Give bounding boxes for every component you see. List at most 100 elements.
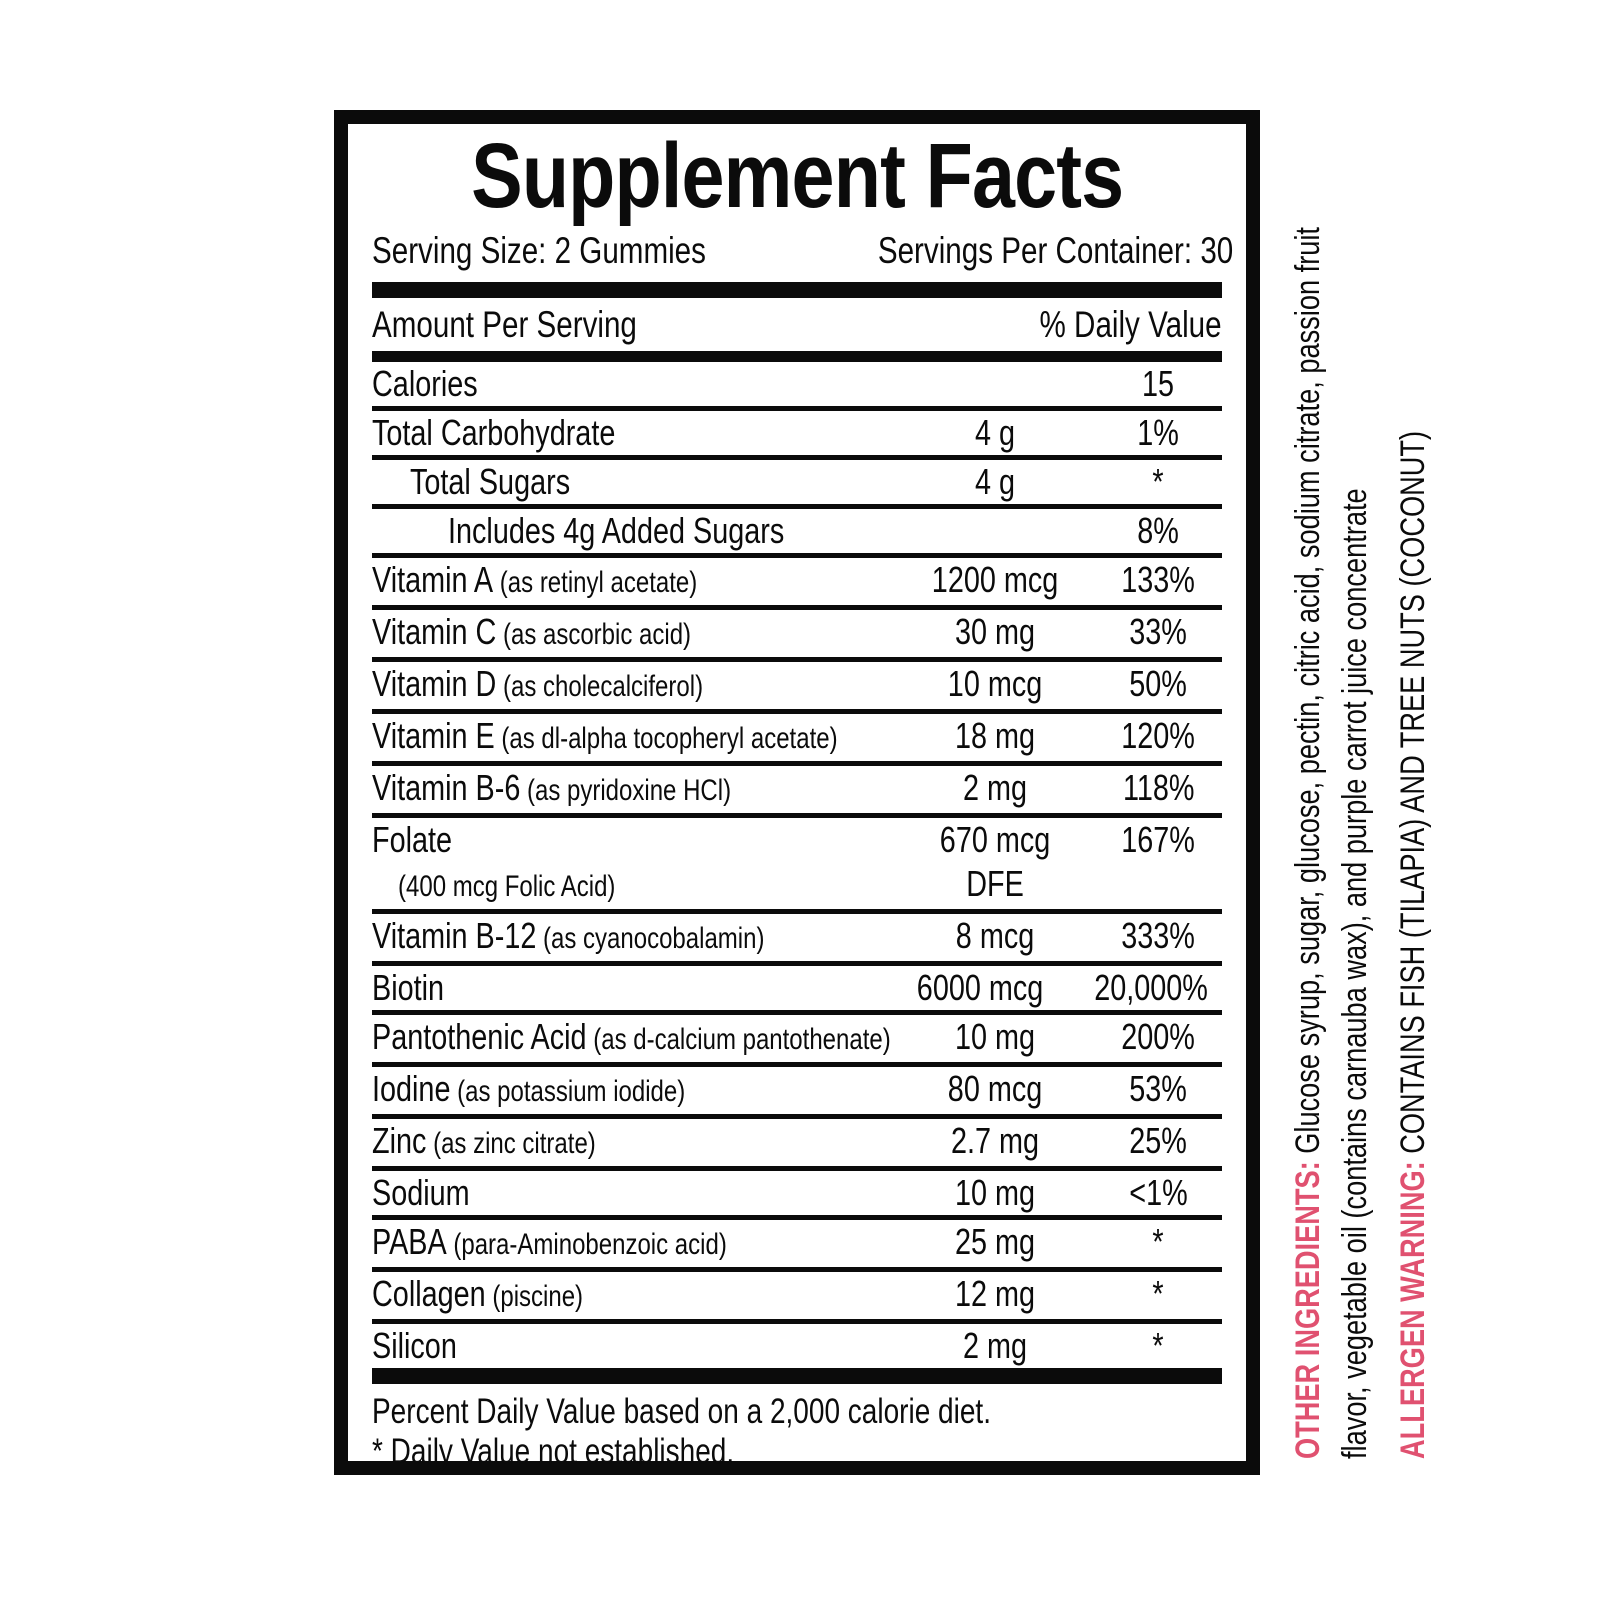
nutrient-name-cell: Silicon [372, 1324, 895, 1368]
nutrient-name: Vitamin C [372, 610, 497, 652]
supplement-facts-panel: Supplement Facts Serving Size: 2 Gummies… [334, 110, 1260, 1475]
nutrient-row: Collagen (piscine) 12 mg * [372, 1266, 1222, 1319]
nutrient-row: Vitamin A (as retinyl acetate) 1200 mcg 13… [372, 552, 1222, 605]
nutrient-row: PABA (para-Aminobenzoic acid) 25 mg * [372, 1214, 1222, 1267]
nutrient-name: Vitamin A [372, 558, 494, 600]
nutrient-dv: 20,000% [1094, 966, 1208, 1008]
allergen-warning-note: ALLERGEN WARNING: CONTAINS FISH (TILAPIA… [1390, 114, 1437, 1459]
other-ingredients-text-2: flavor, vegetable oil (contains carnauba… [1336, 488, 1374, 1459]
daily-value-header: % Daily Value [1039, 303, 1222, 345]
table-header-row: Amount Per Serving % Daily Value [372, 298, 1222, 351]
nutrient-amount-cell: 25 mg [895, 1220, 1095, 1264]
nutrient-row: Includes 4g Added Sugars 8% [372, 503, 1222, 553]
divider-bar-thick [372, 281, 1222, 298]
nutrient-dv-cell: 15 [1095, 362, 1222, 406]
nutrient-dv: 118% [1122, 766, 1195, 808]
nutrient-row: Vitamin C (as ascorbic acid) 30 mg 33% [372, 604, 1222, 657]
nutrient-name: Folate [372, 818, 453, 860]
nutrient-row: Silicon 2 mg * [372, 1318, 1222, 1368]
nutrient-form: (as potassium iodide) [450, 1074, 686, 1108]
nutrient-row: Vitamin B-6 (as pyridoxine HCl) 2 mg 118% [372, 760, 1222, 813]
other-ingredients-note: OTHER INGREDIENTS: Glucose syrup, sugar,… [1285, 114, 1379, 1459]
nutrient-row: Iodine (as potassium iodide) 80 mcg 53% [372, 1061, 1222, 1114]
nutrient-amount: 18 mg [954, 714, 1036, 756]
nutrient-form: (as zinc citrate) [426, 1126, 596, 1160]
nutrient-amount: 1200 mcg [931, 558, 1059, 600]
nutrient-amount: 4 g [974, 411, 1016, 453]
nutrient-dv-cell: 20,000% [1080, 966, 1222, 1010]
nutrient-dv-cell: 120% [1095, 714, 1222, 758]
nutrient-form: (as dl-alpha tocopheryl acetate) [494, 721, 838, 755]
other-ingredients-line-2: flavor, vegetable oil (contains carnauba… [1332, 114, 1379, 1459]
nutrient-dv-cell: * [1095, 1324, 1222, 1368]
amount-per-serving-header: Amount Per Serving [372, 303, 637, 345]
nutrient-dv: 333% [1121, 914, 1196, 956]
nutrient-dv: * [1152, 1324, 1165, 1366]
nutrient-amount: 12 mg [954, 1272, 1036, 1314]
allergen-warning-line: ALLERGEN WARNING: CONTAINS FISH (TILAPIA… [1390, 114, 1437, 1459]
nutrient-row: Pantothenic Acid (as d-calcium pantothen… [372, 1009, 1222, 1062]
nutrient-dv: 50% [1129, 662, 1188, 704]
nutrient-dv: 8% [1137, 509, 1180, 551]
nutrient-row: Calories 15 [372, 362, 1222, 406]
nutrient-amount: 2.7 mg [950, 1119, 1040, 1161]
nutrient-name: Pantothenic Acid [372, 1015, 587, 1057]
nutrient-dv-cell: 167% [1095, 818, 1222, 862]
nutrient-dv-cell: 1% [1095, 411, 1222, 455]
nutrient-amount-cell: 4 g [895, 411, 1095, 455]
nutrient-name: Includes 4g Added Sugars [448, 509, 785, 551]
nutrient-amount-cell: 670 mcg DFE [895, 818, 1095, 906]
nutrient-amount-cell: 80 mcg [895, 1067, 1095, 1111]
nutrient-amount-cell: 1200 mcg [895, 558, 1095, 602]
nutrient-name-cell: Vitamin A (as retinyl acetate) [372, 558, 895, 605]
nutrient-dv: <1% [1129, 1171, 1188, 1213]
nutrient-row: Biotin 6000 mcg 20,000% [372, 960, 1222, 1010]
nutrient-dv-cell: 333% [1095, 914, 1222, 958]
nutrient-amount-cell: 30 mg [895, 610, 1095, 654]
nutrient-dv: 133% [1121, 558, 1196, 600]
nutrient-row: Vitamin E (as dl-alpha tocopheryl acetat… [372, 708, 1222, 761]
nutrient-name: Sodium [372, 1171, 470, 1213]
nutrient-dv-cell: <1% [1095, 1171, 1222, 1215]
nutrient-name-cell: Total Carbohydrate [372, 411, 895, 455]
nutrient-form: (as pyridoxine HCl) [520, 773, 732, 807]
nutrient-amount-cell: 10 mg [895, 1015, 1095, 1059]
nutrient-dv: 200% [1121, 1015, 1196, 1057]
nutrient-name: Vitamin E [372, 714, 495, 756]
nutrient-dv-cell: * [1095, 460, 1222, 504]
nutrient-row: Total Carbohydrate 4 g 1% [372, 405, 1222, 455]
other-ingredients-label: OTHER INGREDIENTS: [1289, 1161, 1327, 1459]
nutrient-dv: 1% [1137, 411, 1180, 453]
nutrient-amount-cell: 2 mg [895, 766, 1095, 810]
nutrient-name-cell: Zinc (as zinc citrate) [372, 1119, 895, 1166]
nutrient-dv-cell: 33% [1095, 610, 1222, 654]
nutrient-name: Vitamin B-6 [372, 766, 521, 808]
nutrient-dv: 25% [1129, 1119, 1188, 1161]
nutrient-amount: 6000 mcg [916, 966, 1044, 1008]
divider-bar-medium [372, 350, 1222, 362]
nutrient-amount: 30 mg [954, 610, 1036, 652]
nutrient-name: Collagen [372, 1272, 486, 1314]
nutrient-amount: 80 mcg [947, 1067, 1043, 1109]
divider-bar-thick-bottom [372, 1367, 1222, 1384]
footnotes: Percent Daily Value based on a 2,000 cal… [372, 1392, 1222, 1472]
nutrient-name-cell: Iodine (as potassium iodide) [372, 1067, 895, 1114]
nutrient-dv-cell: * [1095, 1272, 1222, 1316]
nutrient-form: (as d-calcium pantothenate) [586, 1022, 891, 1056]
nutrient-dv: 33% [1129, 610, 1188, 652]
nutrient-name-cell: Vitamin E (as dl-alpha tocopheryl acetat… [372, 714, 895, 761]
nutrient-form: (as cyanocobalamin) [536, 921, 765, 955]
nutrient-form: (as retinyl acetate) [493, 565, 698, 599]
nutrient-dv-cell: 25% [1095, 1119, 1222, 1163]
nutrient-name-cell: Vitamin B-6 (as pyridoxine HCl) [372, 766, 895, 813]
nutrient-dv-cell: 53% [1095, 1067, 1222, 1111]
nutrient-amount-cell: 2 mg [895, 1324, 1095, 1368]
nutrient-amount-cell: 2.7 mg [895, 1119, 1095, 1163]
nutrient-amount: 25 mg [954, 1220, 1036, 1262]
nutrient-row: Sodium 10 mg <1% [372, 1165, 1222, 1215]
nutrient-row: Total Sugars 4 g * [372, 454, 1222, 504]
nutrient-amount-cell: 8 mcg [895, 914, 1095, 958]
nutrient-amount: 10 mg [954, 1015, 1036, 1057]
nutrient-dv-cell: 50% [1095, 662, 1222, 706]
